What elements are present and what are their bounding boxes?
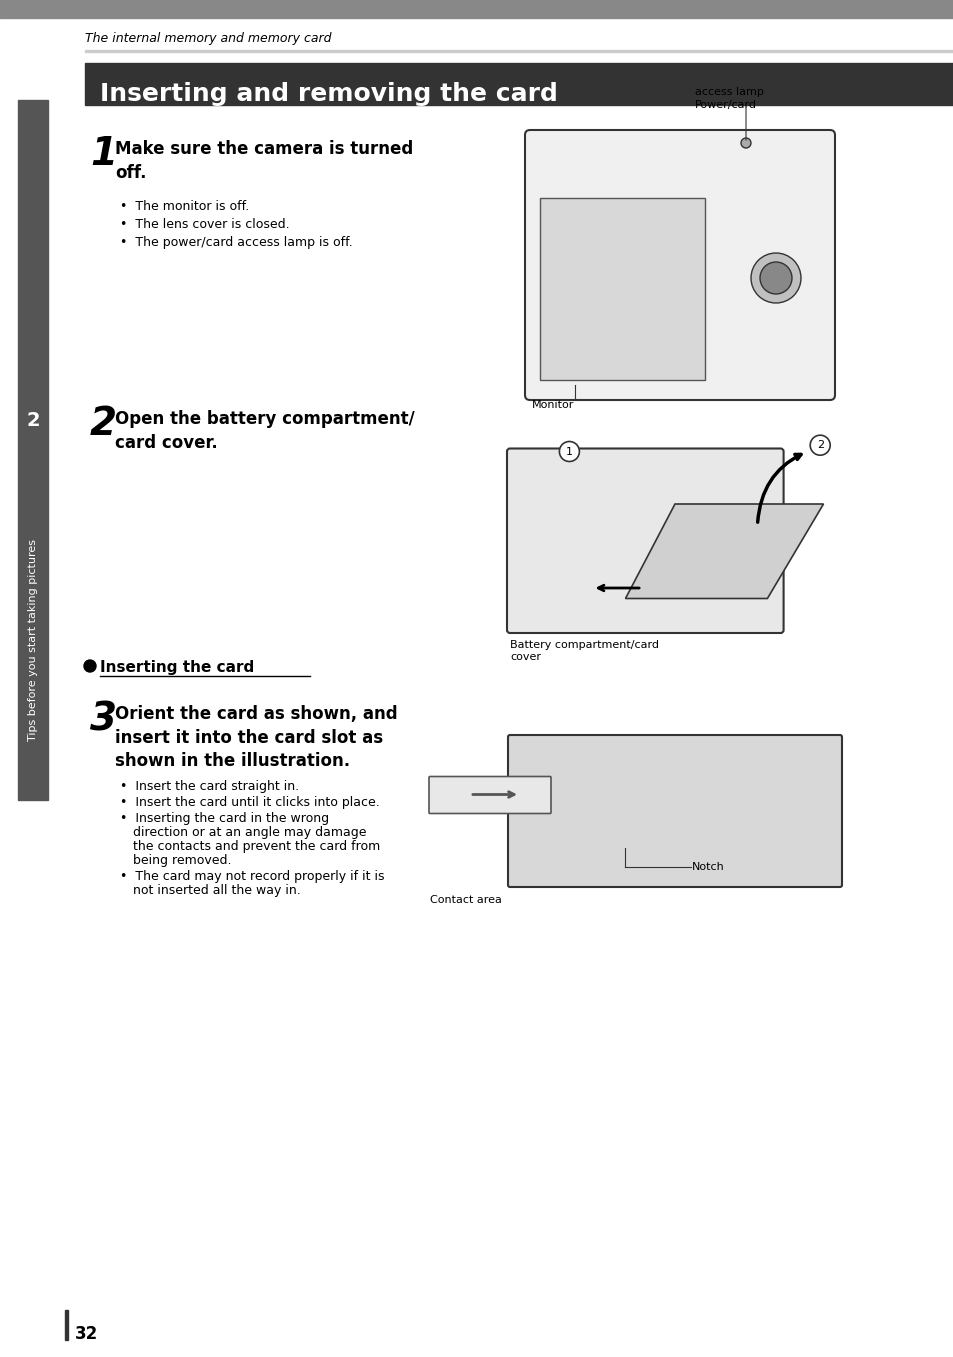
Text: Orient the card as shown, and
insert it into the card slot as
shown in the illus: Orient the card as shown, and insert it … xyxy=(115,706,397,771)
Text: not inserted all the way in.: not inserted all the way in. xyxy=(132,883,300,897)
Bar xyxy=(85,50,953,52)
Text: Make sure the camera is turned
off.: Make sure the camera is turned off. xyxy=(115,140,413,182)
Text: •  Inserting the card in the wrong: • Inserting the card in the wrong xyxy=(120,811,329,825)
Text: •  Insert the card until it clicks into place.: • Insert the card until it clicks into p… xyxy=(120,797,379,809)
Text: 3: 3 xyxy=(90,700,117,738)
Text: the contacts and prevent the card from: the contacts and prevent the card from xyxy=(132,840,380,854)
FancyBboxPatch shape xyxy=(429,776,551,813)
FancyBboxPatch shape xyxy=(524,130,834,400)
Circle shape xyxy=(84,660,96,672)
Bar xyxy=(0,0,953,18)
Text: •  The power/card access lamp is off.: • The power/card access lamp is off. xyxy=(120,236,353,248)
Text: 1: 1 xyxy=(90,134,117,172)
Text: Monitor: Monitor xyxy=(532,400,574,410)
Text: direction or at an angle may damage: direction or at an angle may damage xyxy=(132,826,366,839)
Text: Power/card: Power/card xyxy=(695,100,757,110)
Text: access lamp: access lamp xyxy=(695,87,763,96)
Text: 2: 2 xyxy=(26,411,40,430)
Circle shape xyxy=(740,138,750,148)
Circle shape xyxy=(750,252,801,303)
Polygon shape xyxy=(625,503,822,598)
Text: being removed.: being removed. xyxy=(132,854,232,867)
Text: •  The lens cover is closed.: • The lens cover is closed. xyxy=(120,218,290,231)
Text: Contact area: Contact area xyxy=(430,896,501,905)
Circle shape xyxy=(760,262,791,294)
Bar xyxy=(85,62,953,104)
Text: cover: cover xyxy=(510,651,540,662)
Text: The internal memory and memory card: The internal memory and memory card xyxy=(85,33,331,45)
Text: Open the battery compartment/
card cover.: Open the battery compartment/ card cover… xyxy=(115,410,415,452)
Text: Notch: Notch xyxy=(691,862,723,871)
Circle shape xyxy=(558,441,578,461)
Text: Tips before you start taking pictures: Tips before you start taking pictures xyxy=(28,539,38,741)
Bar xyxy=(539,198,704,380)
Text: •  The monitor is off.: • The monitor is off. xyxy=(120,199,249,213)
Bar xyxy=(65,1310,68,1339)
FancyBboxPatch shape xyxy=(507,735,841,887)
Text: 32: 32 xyxy=(75,1324,98,1343)
Text: 1: 1 xyxy=(565,446,573,456)
Text: •  The card may not record properly if it is: • The card may not record properly if it… xyxy=(120,870,384,883)
Text: 2: 2 xyxy=(90,404,117,442)
Text: Battery compartment/card: Battery compartment/card xyxy=(510,641,659,650)
Text: Inserting and removing the card: Inserting and removing the card xyxy=(100,81,558,106)
Text: Inserting the card: Inserting the card xyxy=(100,660,254,674)
Text: •  Insert the card straight in.: • Insert the card straight in. xyxy=(120,780,299,792)
FancyBboxPatch shape xyxy=(506,449,782,632)
Bar xyxy=(18,100,48,801)
Text: 2: 2 xyxy=(816,440,822,451)
Circle shape xyxy=(809,436,829,455)
